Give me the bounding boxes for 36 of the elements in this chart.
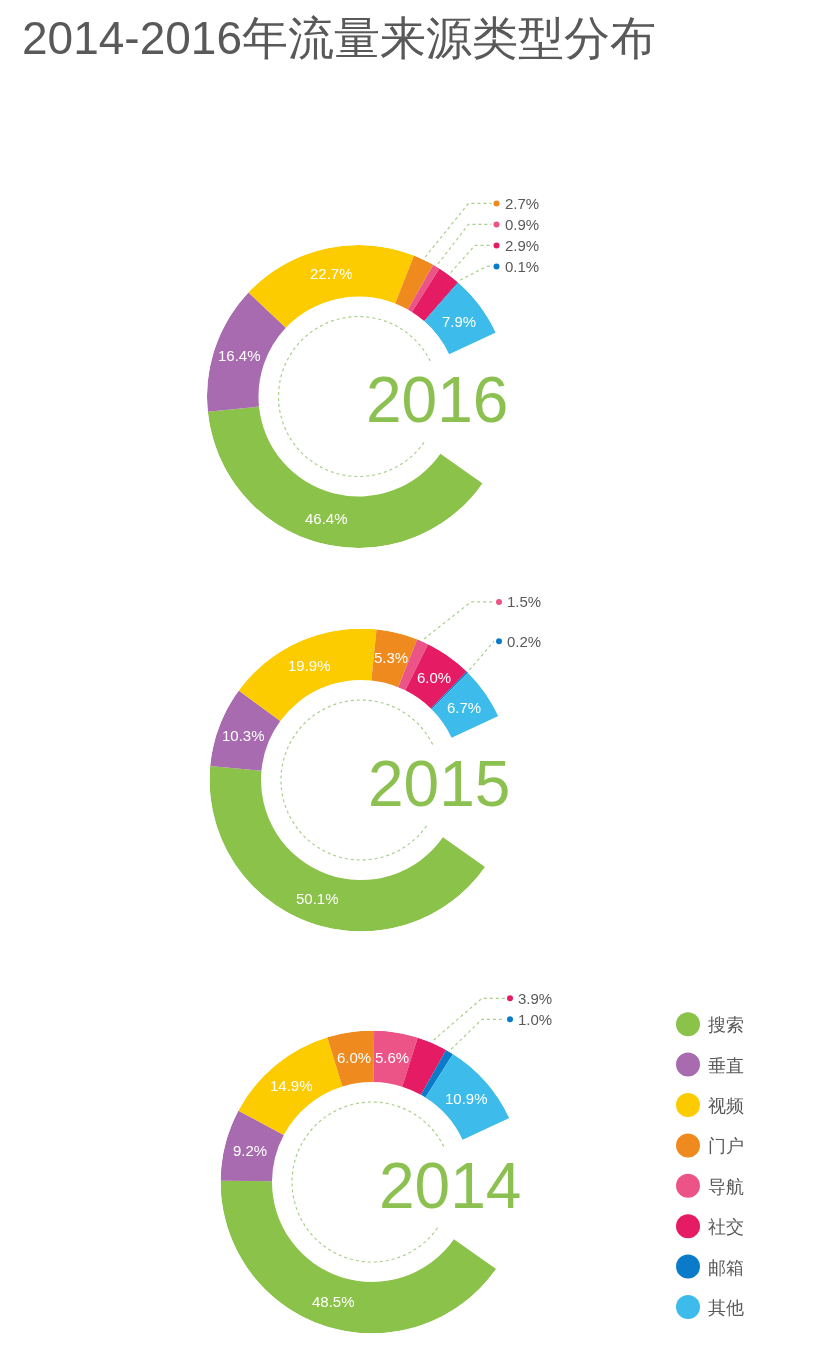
data-label: 46.4% — [305, 510, 348, 527]
legend-label: 社交 — [708, 1217, 744, 1238]
slice-label: 2016 — [366, 364, 509, 436]
data-label: 6.7% — [447, 699, 482, 716]
slice-label: 2014 — [379, 1150, 522, 1222]
data-label: 2.9% — [505, 237, 540, 254]
data-label: 48.5% — [312, 1293, 355, 1310]
data-label: 10.3% — [222, 727, 265, 744]
data-label: 19.9% — [288, 657, 331, 674]
data-label: 0.1% — [505, 258, 540, 275]
legend-label: 搜索 — [708, 1015, 744, 1036]
data-label: 6.0% — [337, 1049, 372, 1066]
data-label: 9.2% — [233, 1142, 268, 1159]
data-label: 5.3% — [374, 649, 409, 666]
legend-label: 邮箱 — [708, 1257, 744, 1278]
data-label: 14.9% — [270, 1077, 313, 1094]
data-label: 3.9% — [518, 990, 553, 1007]
data-label: 0.2% — [507, 633, 542, 650]
legend-label: 垂直 — [708, 1055, 744, 1076]
data-label: 1.5% — [507, 593, 542, 610]
data-label: 50.1% — [296, 890, 339, 907]
data-label: 0.9% — [505, 216, 540, 233]
legend-label: 视频 — [708, 1096, 744, 1117]
data-label: 10.9% — [445, 1090, 488, 1107]
data-label: 2.7% — [505, 195, 540, 212]
data-label: 16.4% — [218, 347, 261, 364]
slice-label: 2015 — [368, 748, 511, 820]
legend-label: 导航 — [708, 1176, 744, 1197]
legend-label: 其他 — [708, 1298, 744, 1319]
data-label: 6.0% — [417, 669, 452, 686]
chart-title: 2014-2016年流量来源类型分布 — [22, 12, 656, 65]
data-label: 1.0% — [518, 1011, 553, 1028]
data-label: 7.9% — [442, 313, 477, 330]
data-label: 5.6% — [375, 1049, 410, 1066]
legend-label: 门户 — [708, 1136, 744, 1157]
data-label: 22.7% — [310, 265, 353, 282]
